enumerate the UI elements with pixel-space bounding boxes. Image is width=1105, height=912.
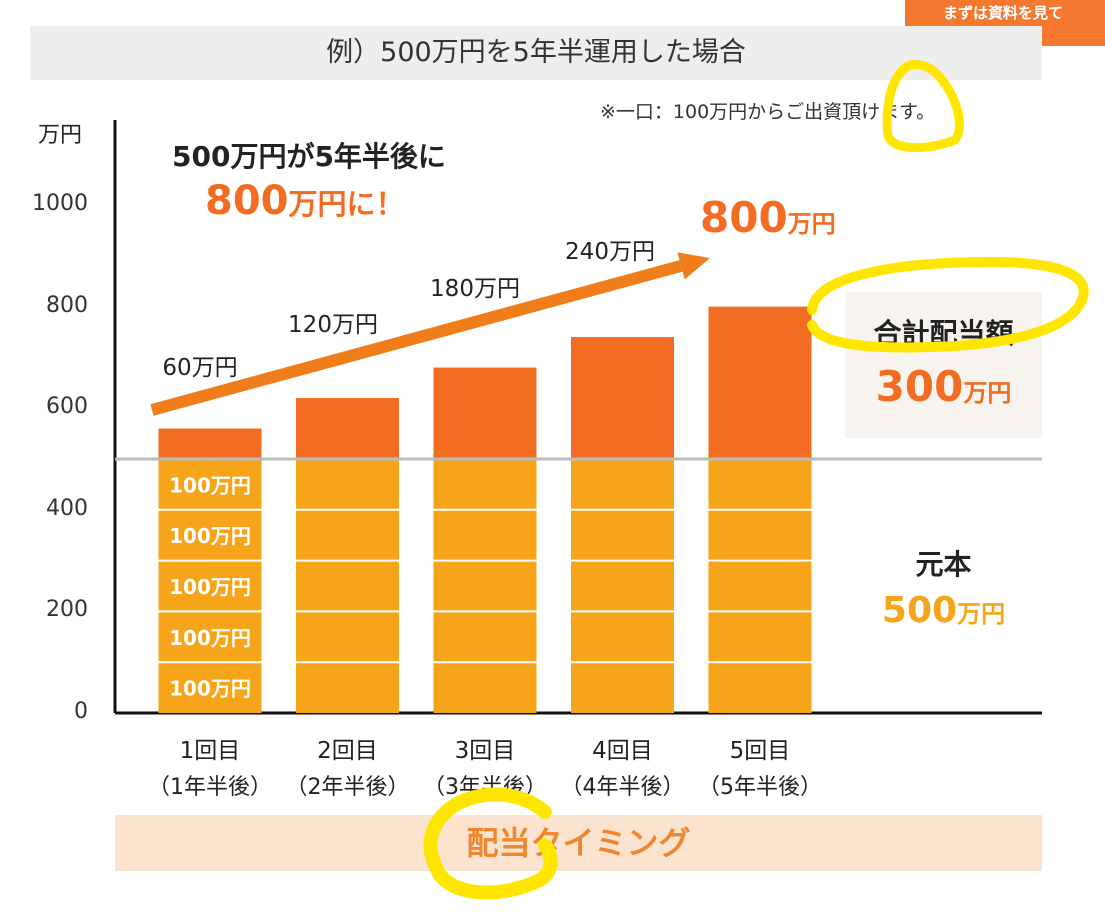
- headline-amount: 800: [205, 178, 289, 224]
- headline-amount-unit: 万円に！: [288, 187, 405, 221]
- segment-label: 100万円: [169, 677, 251, 701]
- dividend-amount-label: 180万円: [430, 276, 520, 302]
- dividend-total-value: 300万円: [845, 362, 1042, 411]
- x-tick-sublabel: （1年半後）: [148, 775, 272, 800]
- y-tick-label: 1000: [32, 191, 88, 216]
- segment-label: 100万円: [169, 524, 251, 548]
- final-total-unit: 万円: [787, 210, 836, 238]
- growth-arrow-head: [677, 252, 710, 280]
- x-tick-sublabel: （5年半後）: [698, 775, 822, 800]
- y-tick-label: 400: [46, 495, 88, 521]
- bar-principal: [571, 459, 674, 713]
- segment-label: 100万円: [169, 575, 251, 599]
- principal-value: 500万円: [845, 590, 1042, 631]
- dividend-amount-label: 120万円: [288, 312, 378, 338]
- x-tick-sublabel: （3年半後）: [423, 775, 547, 800]
- y-tick-label: 600: [46, 394, 88, 420]
- y-tick-label: 200: [46, 597, 88, 623]
- x-tick-sublabel: （4年半後）: [561, 775, 685, 800]
- bar-principal: [708, 459, 812, 713]
- x-tick-label: 4回目: [592, 738, 653, 764]
- dividend-total-amount: 300: [875, 362, 964, 411]
- bar-principal: [433, 459, 537, 713]
- dividend-total-title: 合計配当額: [873, 317, 1014, 350]
- dividend-amount-label: 60万円: [162, 355, 237, 381]
- bar-dividend: [571, 337, 674, 459]
- x-tick-label: 2回目: [317, 738, 378, 764]
- dividend-timing-label: 配当タイミング: [115, 815, 1042, 871]
- bar-principal: [296, 459, 399, 713]
- final-total-label: 800万円: [700, 193, 836, 242]
- segment-label: 100万円: [169, 626, 251, 650]
- final-total-amount: 800: [700, 193, 788, 242]
- x-tick-sublabel: （2年半後）: [286, 775, 410, 800]
- bar-dividend: [433, 367, 537, 459]
- principal-title: 元本: [915, 548, 972, 581]
- chart-title: 例）500万円を5年半運用した場合: [30, 26, 1042, 80]
- growth-arrow-shaft: [150, 260, 683, 416]
- x-tick-label: 1回目: [180, 738, 241, 764]
- bar-dividend: [296, 398, 399, 459]
- principal-amount: 500: [881, 590, 958, 631]
- y-tick-label: 0: [74, 699, 88, 724]
- bar-principal: [158, 459, 262, 713]
- headline-line2: 800万円に！: [205, 178, 405, 224]
- segment-label: 100万円: [169, 473, 251, 497]
- x-tick-label: 3回目: [455, 738, 516, 764]
- y-tick-label: 800: [46, 292, 88, 318]
- headline-line1: 500万円が5年半後に: [172, 140, 446, 173]
- bar-dividend: [708, 306, 812, 459]
- y-axis-unit-label: 万円: [38, 123, 83, 148]
- dividend-total-unit: 万円: [963, 379, 1012, 407]
- investment-unit-note: ※一口：100万円からご出資頂けます。: [600, 101, 936, 123]
- principal-unit: 万円: [957, 600, 1006, 628]
- dividend-amount-label: 240万円: [565, 239, 655, 265]
- x-tick-label: 5回目: [730, 738, 791, 764]
- bar-dividend: [158, 428, 262, 459]
